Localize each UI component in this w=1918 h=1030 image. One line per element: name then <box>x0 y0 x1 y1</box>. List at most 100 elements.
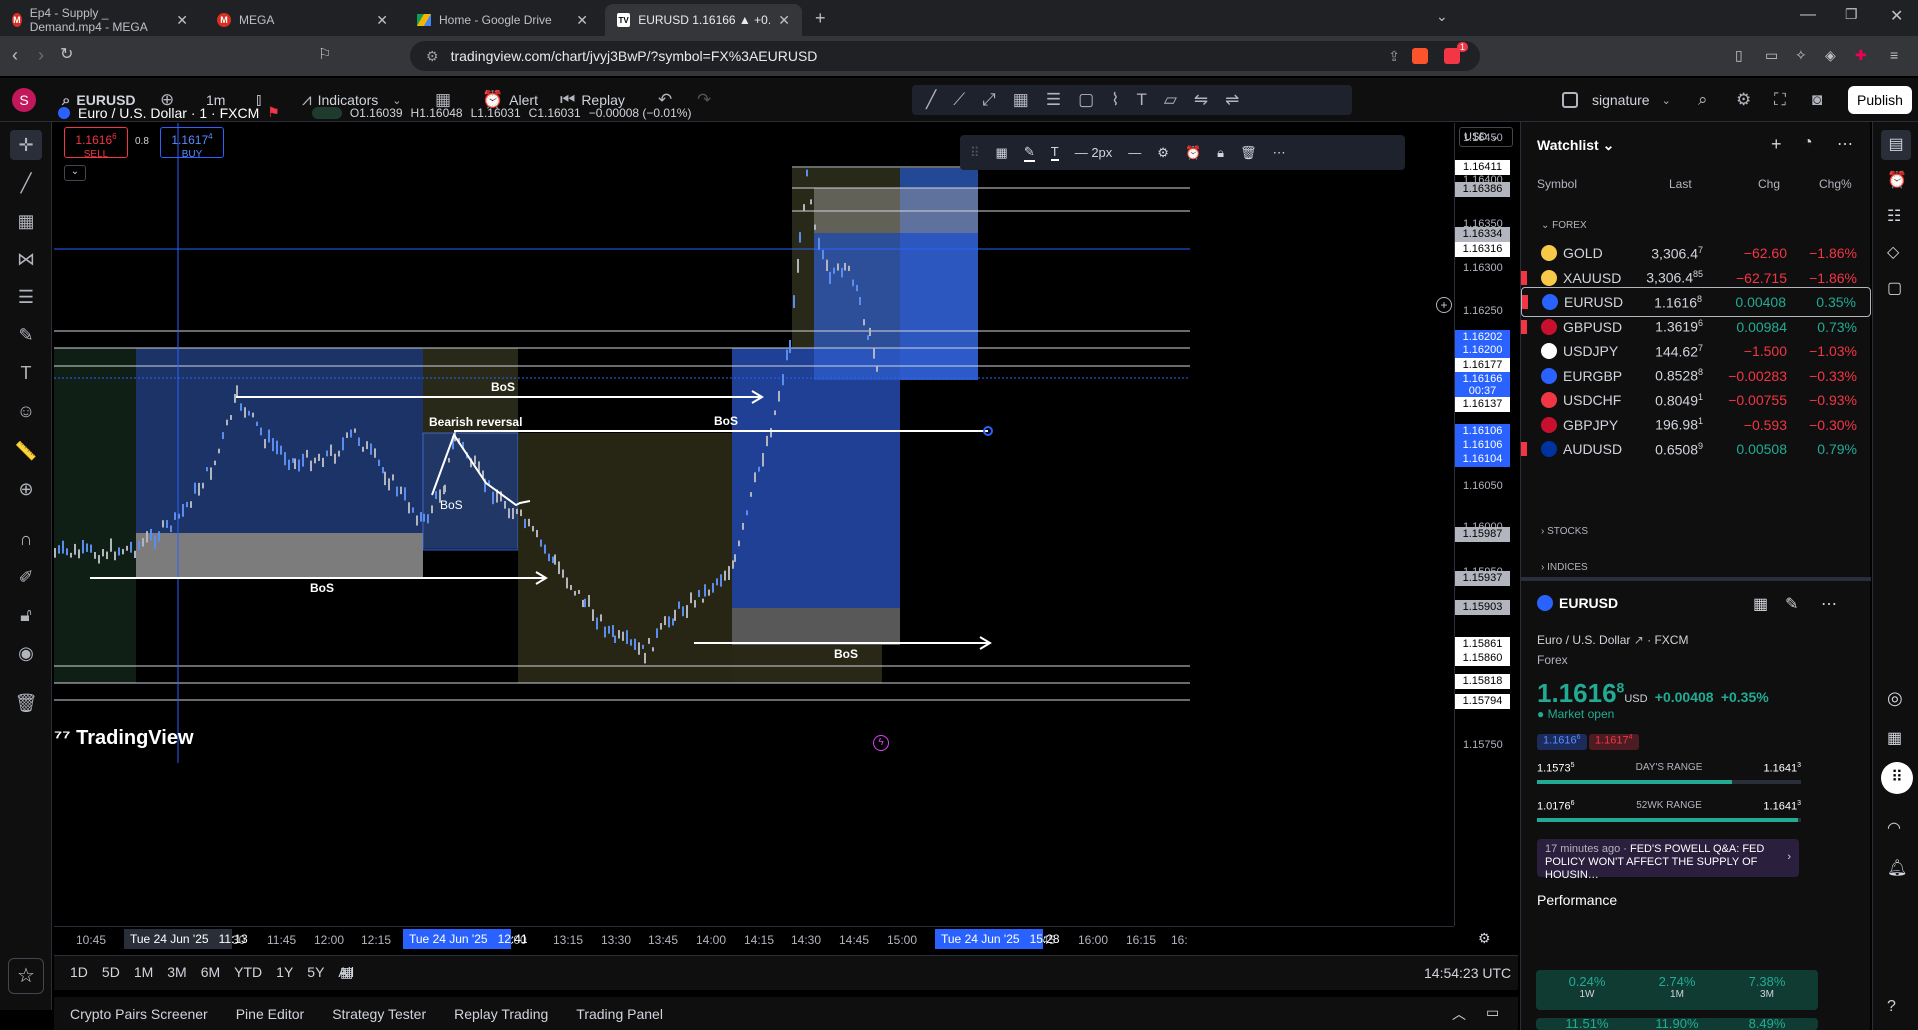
edit-icon[interactable]: ✎ <box>1785 596 1799 613</box>
watchlist-row[interactable]: GBPJPY 196.981 −0.593 −0.30% <box>1521 410 1871 440</box>
external-link-icon[interactable]: ↗ <box>1633 633 1644 647</box>
utc-clock[interactable]: 14:54:23 UTC <box>1424 965 1512 981</box>
fib-tool-icon[interactable]: ▦ <box>17 210 35 231</box>
legend-collapse-button[interactable]: ⌄ <box>64 165 86 181</box>
timeframe-all[interactable]: All <box>338 964 354 980</box>
advanced-view-icon[interactable]: ◔ <box>1803 134 1813 151</box>
watchlist-icon[interactable]: ▤ <box>1881 130 1911 160</box>
trash-icon[interactable]: 🗑︎ <box>1240 144 1257 160</box>
section-indices[interactable]: › INDICES <box>1541 562 1588 573</box>
apps-icon[interactable]: ⠿ <box>1881 762 1913 794</box>
symbol-title[interactable]: Euro / U.S. Dollar · 1 · FXCM <box>78 104 260 121</box>
settings-icon[interactable]: ⚙ <box>1157 144 1169 160</box>
more-icon[interactable]: ⋯ <box>1272 144 1286 160</box>
ray-icon[interactable]: ⟋ <box>953 90 966 109</box>
currency-selector[interactable]: USD ⌄ <box>1459 127 1513 147</box>
brave-shield-icon[interactable] <box>1412 48 1428 64</box>
templates-button[interactable]: ▦ <box>435 88 451 112</box>
column-header-chg-pct[interactable]: Chg% <box>1819 177 1852 191</box>
panel-tab-trading-panel[interactable]: Trading Panel <box>576 1006 663 1022</box>
performance-cell[interactable]: 7.38% 3M <box>1716 970 1818 1010</box>
magnet-icon[interactable]: ∩ <box>19 528 33 549</box>
close-tab-icon[interactable]: ✕ <box>176 11 188 28</box>
date-range-icon[interactable]: ▦ <box>340 964 354 980</box>
line-color-icon[interactable]: ✎ <box>1023 144 1035 162</box>
bookmark-icon[interactable]: ⚐ <box>318 46 332 63</box>
time-settings-icon[interactable]: ⚙ <box>1478 930 1491 946</box>
ask-badge[interactable]: 1.16174 <box>1589 734 1639 750</box>
compare-button[interactable]: ⊕ <box>160 88 174 112</box>
details-symbol[interactable]: EURUSD <box>1537 595 1618 611</box>
close-tab-icon[interactable]: ✕ <box>576 11 588 28</box>
fullscreen-button[interactable]: ⛶ <box>1774 88 1786 112</box>
time-scale[interactable]: 10:45 11:45 12:00 12:15 13:15 13:30 13:45 14:00… <box>54 926 1454 952</box>
short-position-icon[interactable]: ⇌ <box>1225 90 1240 109</box>
layout-icon[interactable]: ▦ <box>1753 596 1769 613</box>
crosshair-icon[interactable]: ✛ <box>10 130 42 160</box>
buy-button[interactable]: 1.16174 BUY <box>160 127 224 160</box>
drag-handle-icon[interactable]: ⠿ <box>970 144 980 160</box>
settings-button[interactable]: ⚙ <box>1736 88 1751 112</box>
notification-icon[interactable]: 🔔︎ <box>1887 860 1908 877</box>
wallet-icon[interactable]: ▭ <box>1765 47 1779 63</box>
undo-button[interactable]: ↶ <box>658 88 672 112</box>
brave-rewards-icon[interactable]: 1 <box>1444 42 1468 64</box>
fib-icon[interactable]: ▦ <box>1012 90 1029 109</box>
zoom-in-icon[interactable]: ⊕ <box>18 478 34 499</box>
line-width-button[interactable]: — 2px <box>1074 145 1113 160</box>
path-icon[interactable]: ⌇ <box>1111 90 1120 109</box>
performance-cell[interactable]: 0.24% 1W <box>1536 970 1638 1010</box>
symbol-search[interactable]: ⌕ EURUSD <box>62 91 136 109</box>
sidebar-icon[interactable]: ▯ <box>1735 47 1743 63</box>
new-tab-icon[interactable]: + <box>815 8 826 28</box>
trend-line-tool-icon[interactable]: ╱ <box>20 172 32 193</box>
chevron-up-icon[interactable]: ︿ <box>1452 1006 1466 1022</box>
bid-badge[interactable]: 1.16166 <box>1537 734 1587 750</box>
lightning-icon[interactable]: ϟ <box>873 735 889 751</box>
replay-button[interactable]: ⏮ Replay <box>560 90 625 109</box>
panel-tab-pine-editor[interactable]: Pine Editor <box>235 1006 305 1022</box>
performance-cell[interactable]: 2.74% 1M <box>1626 970 1728 1010</box>
eye-icon[interactable]: ◉ <box>18 642 34 663</box>
chart-pane[interactable]: BoS Bearish reversal BoS BoS BoS BoS ⁷⁷ … <box>54 123 1454 926</box>
broadcast-icon[interactable]: ◠ <box>1887 820 1901 837</box>
watchlist-row[interactable]: EURUSD 1.16168 0.00408 0.35% <box>1521 287 1871 317</box>
layers-icon[interactable]: ◇ <box>1887 244 1900 261</box>
menu-icon[interactable]: ≡ <box>1890 47 1899 63</box>
line-style-icon[interactable]: — <box>1128 145 1142 160</box>
watchlist-row[interactable]: GBPUSD 1.36196 0.00984 0.73% <box>1521 312 1871 342</box>
extended-line-icon[interactable]: ⤢ <box>982 90 996 109</box>
trash-icon[interactable]: 🗑︎ <box>14 692 38 713</box>
close-window-icon[interactable]: ✕ <box>1890 8 1904 25</box>
extension-icon[interactable]: ✚ <box>1855 47 1867 63</box>
address-bar[interactable]: ⚙ tradingview.com/chart/jvyj3BwP/?symbol… <box>410 41 1480 71</box>
rectangle-icon[interactable]: ▢ <box>1078 90 1095 109</box>
trend-line-icon[interactable]: ╱ <box>926 90 937 109</box>
text-color-icon[interactable]: T <box>1050 144 1059 161</box>
back-icon[interactable]: ‹ <box>12 45 18 65</box>
indicators-button[interactable]: ⩘ Indicators ⌄ <box>302 90 402 109</box>
panel-tab-replay-trading[interactable]: Replay Trading <box>454 1006 549 1022</box>
watchlist-row[interactable]: GOLD 3,306.47 −62.60 −1.86% <box>1521 238 1871 268</box>
watchlist-row[interactable]: USDCHF 0.80491 −0.00755 −0.93% <box>1521 385 1871 415</box>
watchlist-row[interactable]: AUDUSD 0.65089 0.00508 0.79% <box>1521 434 1871 464</box>
watchlist-row[interactable]: EURGBP 0.85288 −0.00283 −0.33% <box>1521 361 1871 391</box>
star-icon[interactable]: ☆ <box>8 958 44 994</box>
timeframe-5d[interactable]: 5D <box>101 964 120 980</box>
minimize-icon[interactable]: — <box>1800 6 1816 23</box>
help-icon[interactable]: ? <box>1887 998 1896 1015</box>
share-icon[interactable]: ⇪ <box>1388 47 1400 64</box>
avatar[interactable]: S <box>12 88 36 112</box>
lock-icon[interactable]: 🔒︎ <box>1217 144 1225 160</box>
sell-button[interactable]: 1.16166 SELL <box>64 127 128 160</box>
lock-icon[interactable]: 🔓︎ <box>20 604 32 625</box>
flag-icon[interactable]: ⚑ <box>267 104 280 120</box>
long-position-icon[interactable]: ⇋ <box>1193 90 1209 109</box>
alert-button[interactable]: ⏰ Alert <box>482 90 538 109</box>
vpn-icon[interactable]: ◈ <box>1825 47 1836 63</box>
watchlist-row[interactable]: USDJPY 144.627 −1.500 −1.03% <box>1521 336 1871 366</box>
target-icon[interactable]: ◎ <box>1887 688 1903 708</box>
alert-icon[interactable]: ⏰ <box>1184 144 1202 160</box>
panel-tab-crypto-pairs-screener[interactable]: Crypto Pairs Screener <box>70 1006 208 1022</box>
